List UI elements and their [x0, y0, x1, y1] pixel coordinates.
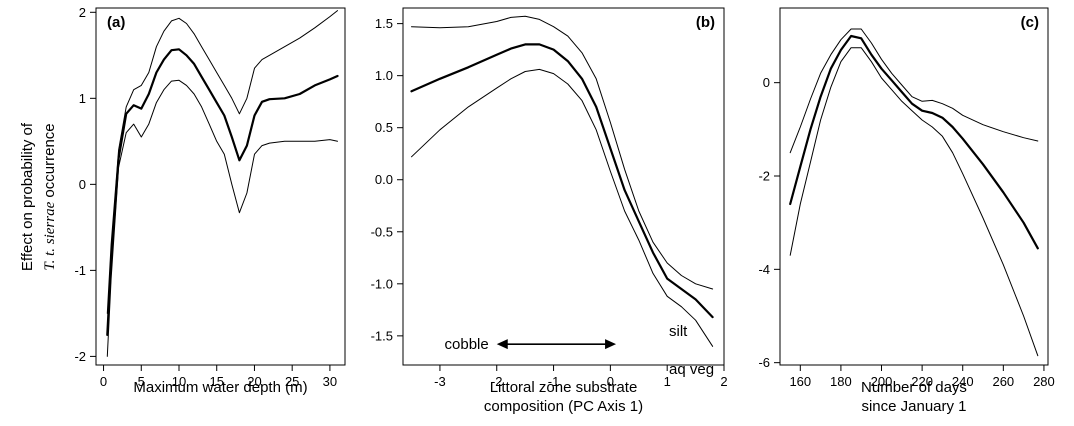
- series-estimate-line: [106, 48, 339, 336]
- x-tick-label: -2: [491, 374, 503, 389]
- y-axis-title-line1: Effect on probability of: [19, 122, 36, 271]
- x-tick-label: 240: [952, 374, 974, 389]
- x-tick-label: 160: [789, 374, 811, 389]
- series-upper-line: [411, 15, 714, 290]
- x-tick-label: 280: [1033, 374, 1055, 389]
- panel-a: 0 5 10 15 20 25 30 -2 -1 0 1 2 (a) Maximum water dept…: [74, 5, 346, 396]
- series-upper-line: [106, 10, 338, 314]
- y-tick-label: -1.0: [371, 276, 393, 291]
- x-axis-title: Littoral zone substrate: [490, 379, 638, 396]
- y-tick-label: 0.5: [375, 120, 393, 135]
- y-tick-label: -1: [74, 263, 86, 278]
- species-name: T. t. sierrae: [42, 201, 58, 270]
- x-tick-label: 20: [247, 374, 261, 389]
- y-tick-label: -2: [74, 349, 86, 364]
- x-tick-label: 15: [209, 374, 223, 389]
- x-tick-label: 1: [664, 374, 671, 389]
- x-tick-label: 0: [607, 374, 614, 389]
- annotation-cobble: cobble: [445, 336, 489, 353]
- y-axis-title-line2: T. t. sierrae occurrence: [41, 123, 58, 270]
- x-axis-title: composition (PC Axis 1): [484, 398, 643, 415]
- y-tick-label: -4: [758, 262, 770, 277]
- y-axis-title-line2-rest: occurrence: [41, 123, 58, 201]
- x-tick-label: 30: [323, 374, 337, 389]
- y-tick-label: -1.5: [371, 328, 393, 343]
- x-tick-label: -1: [548, 374, 560, 389]
- series-estimate-line: [789, 34, 1039, 250]
- x-axis-title: Number of days: [861, 379, 967, 396]
- panel-b: -3 -2 -1 0 1 2 -1.5 -1.0 -0.5 0.0 0.5 1.0 1.5 (b) Litt…: [371, 7, 728, 415]
- x-tick-label: 25: [285, 374, 299, 389]
- y-tick-label: -6: [758, 355, 770, 370]
- y-tick-label: 0: [79, 177, 86, 192]
- x-axis-title: since January 1: [861, 398, 966, 415]
- y-tick-label: 1: [79, 91, 86, 106]
- series-estimate-line: [410, 43, 714, 319]
- series-upper-line: [789, 28, 1039, 154]
- y-tick-label: 1.0: [375, 68, 393, 83]
- x-tick-label: 260: [992, 374, 1014, 389]
- plot-frame: [95, 7, 346, 366]
- y-tick-label: -2: [758, 169, 770, 184]
- arrowhead-right-icon: [605, 339, 617, 350]
- x-tick-label: 0: [100, 374, 107, 389]
- panel-label: (a): [107, 14, 125, 31]
- plot-frame: [779, 7, 1049, 366]
- y-tick-label: 0: [763, 75, 770, 90]
- x-tick-label: 180: [830, 374, 852, 389]
- series-lower-line: [789, 47, 1039, 357]
- arrowhead-left-icon: [496, 339, 508, 350]
- y-tick-label: 1.5: [375, 16, 393, 31]
- series-lower-line: [411, 68, 714, 347]
- y-tick-label: -0.5: [371, 224, 393, 239]
- panel-c: 160 180 200 220 240 260 280 -6 -4 -2 0 (c) Number of…: [758, 7, 1055, 415]
- annotation-silt: silt: [669, 323, 688, 340]
- y-tick-label: 2: [79, 5, 86, 20]
- annotation-aq-veg: aq veg: [669, 361, 714, 378]
- y-axis-title: Effect on probability of T. t. sierrae o…: [19, 122, 58, 271]
- x-tick-label: 5: [138, 374, 145, 389]
- x-axis-title: Maximum water depth (m): [133, 379, 307, 396]
- y-tick-label: 0.0: [375, 172, 393, 187]
- x-tick-label: 2: [720, 374, 727, 389]
- plot-frame: [402, 7, 725, 366]
- x-tick-label: 220: [911, 374, 933, 389]
- x-tick-label: 10: [172, 374, 186, 389]
- x-tick-label: -3: [434, 374, 446, 389]
- panel-label: (b): [696, 14, 715, 31]
- series-lower-line: [106, 79, 338, 357]
- x-tick-label: 200: [871, 374, 893, 389]
- panel-label: (c): [1021, 14, 1039, 31]
